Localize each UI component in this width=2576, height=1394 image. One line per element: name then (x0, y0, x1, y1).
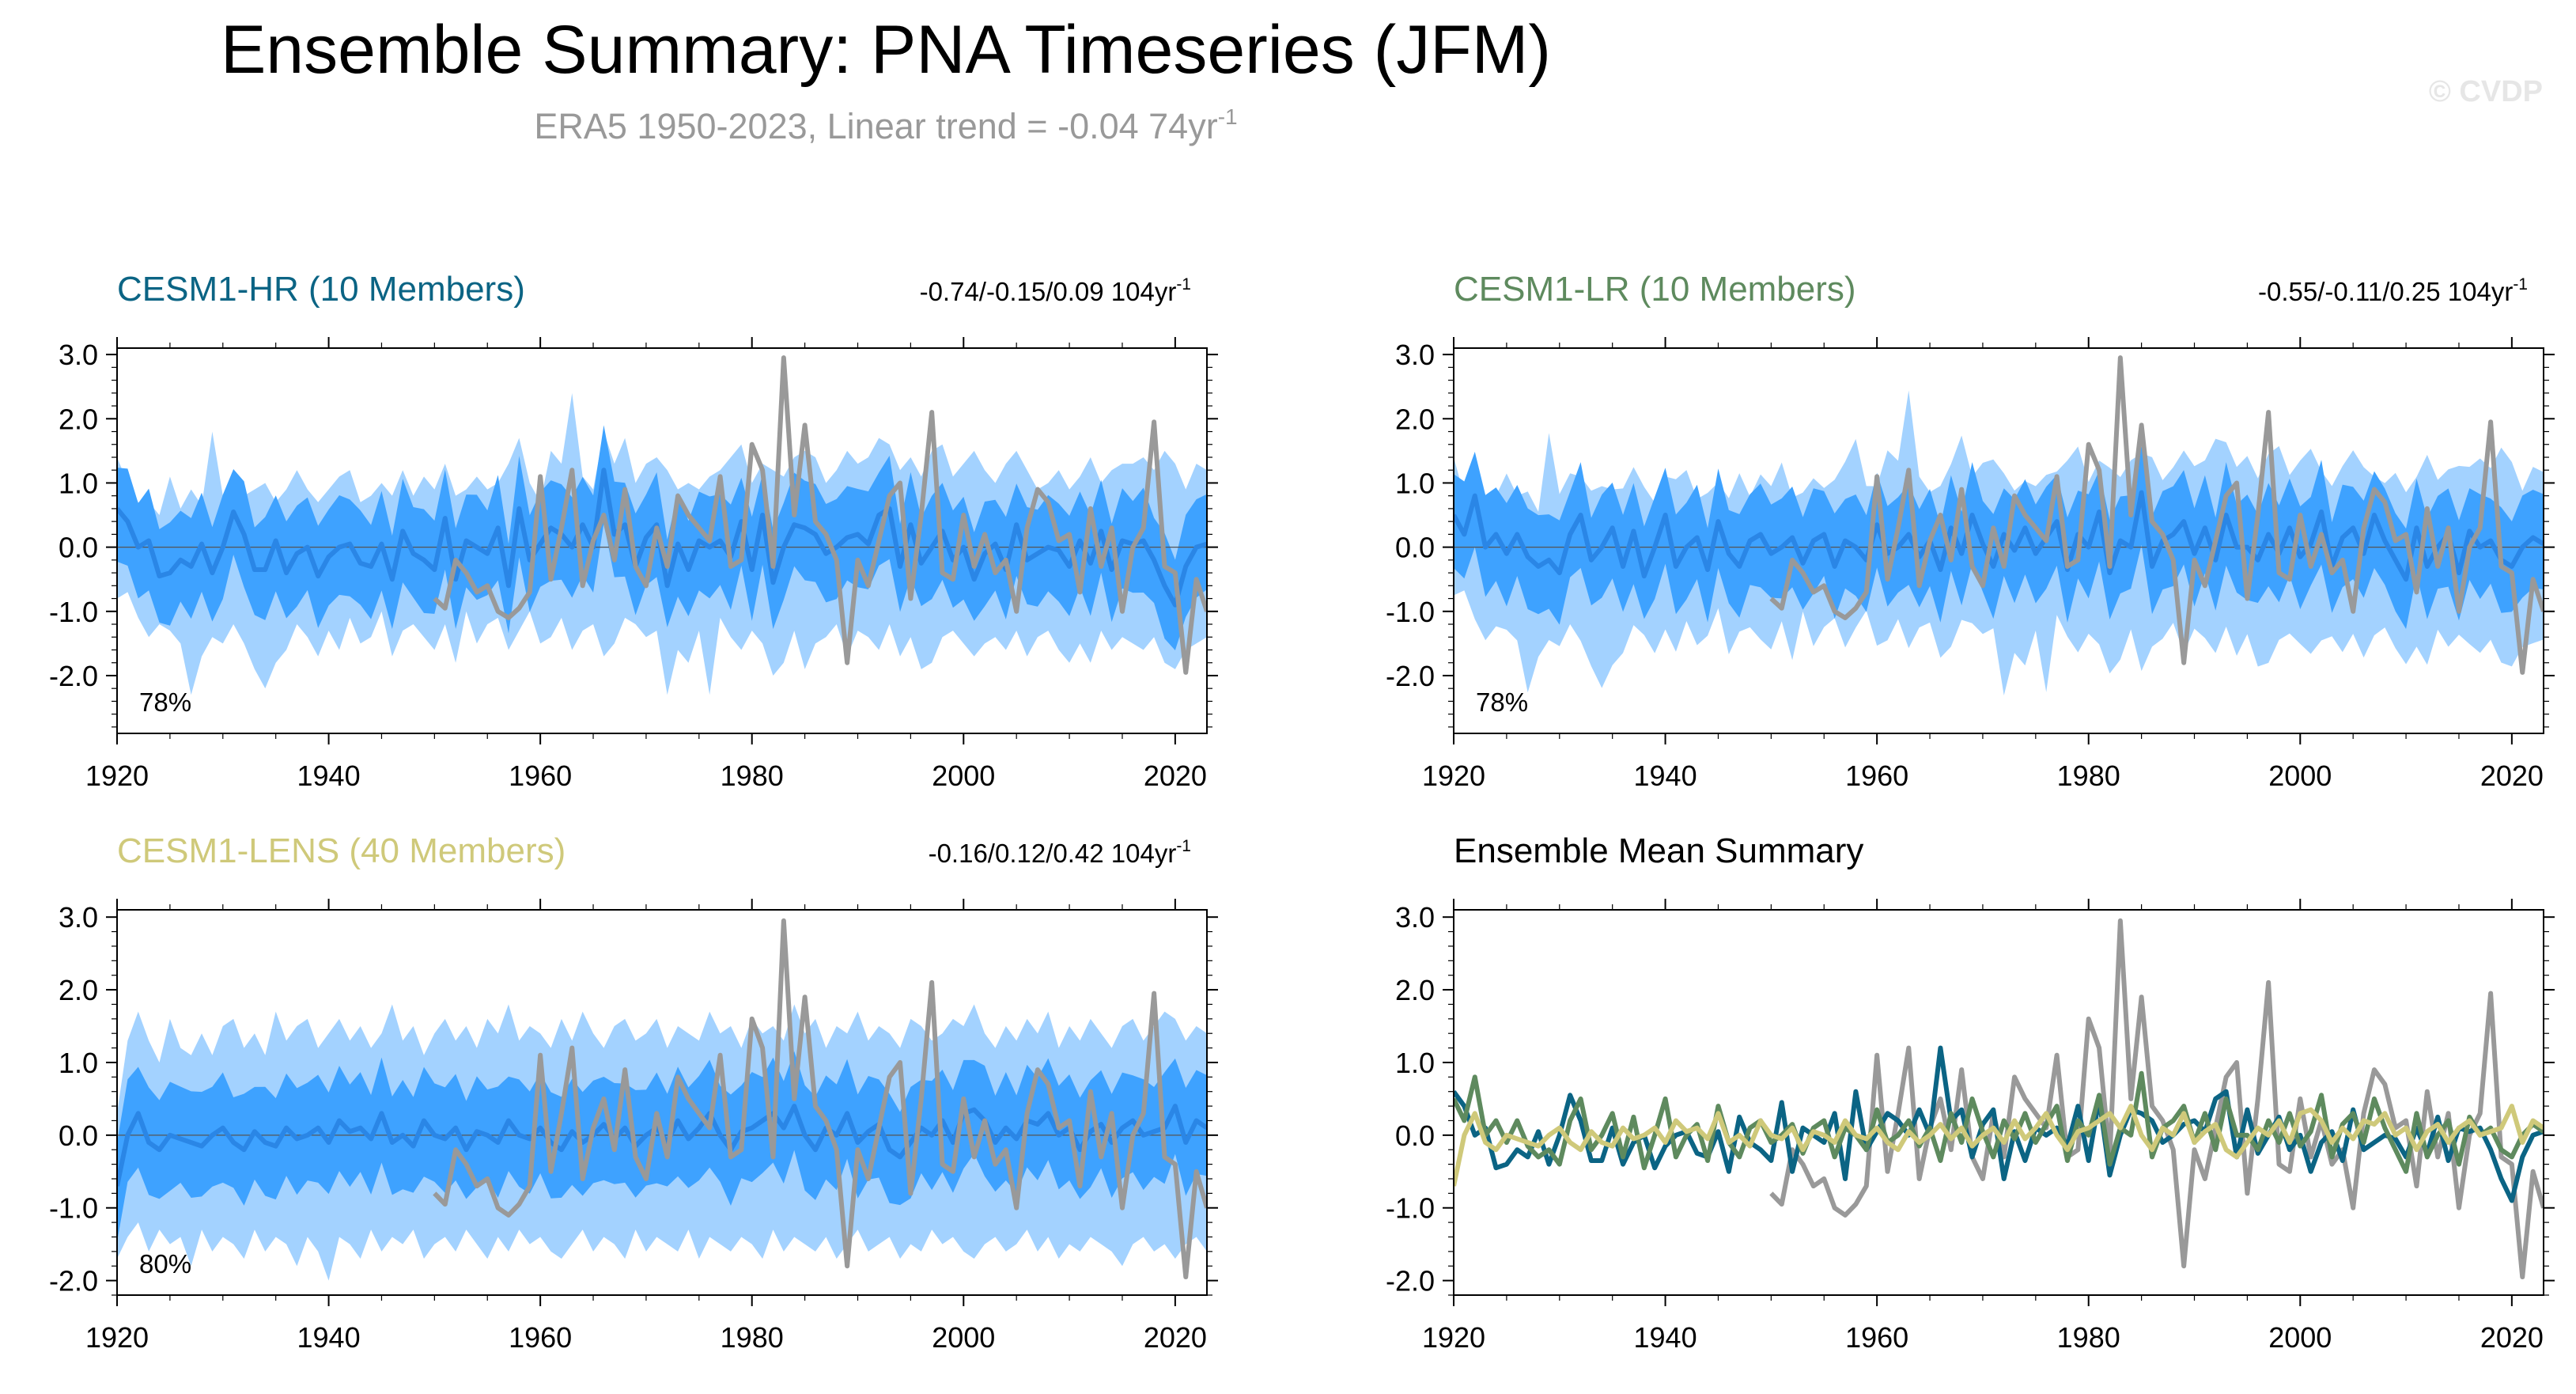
era5-observed-line (433, 918, 1207, 1280)
y-tick-label: -2.0 (49, 660, 98, 692)
x-tick-label: 1940 (1634, 760, 1697, 792)
x-tick-label: 2000 (932, 1321, 995, 1354)
y-tick-label: 1.0 (59, 467, 98, 499)
plot-area (1454, 355, 2544, 695)
x-tick-label: 1920 (85, 1321, 149, 1354)
era5-observed-line (433, 355, 1207, 675)
x-tick-label: 1940 (297, 760, 361, 792)
panel-title: Ensemble Mean Summary (1454, 831, 1863, 870)
plot-frame (1453, 909, 2544, 1296)
x-tick-label: 1960 (509, 760, 572, 792)
trend-label-superscript: -1 (1176, 837, 1191, 855)
figure-subtitle: ERA5 1950-2023, Linear trend = -0.04 74y… (534, 104, 1237, 146)
y-tick-label: 3.0 (59, 339, 98, 371)
plot-frame (116, 347, 1208, 734)
subtitle-superscript: -1 (1218, 104, 1238, 129)
trend-label-text: -0.16/0.12/0.42 104yr (929, 839, 1177, 868)
y-tick-label: 3.0 (1395, 901, 1435, 934)
y-tick-label: -1.0 (49, 1192, 98, 1225)
x-tick-label: 2020 (2480, 1321, 2544, 1354)
y-tick-label: -1.0 (1386, 1192, 1435, 1225)
y-tick-label: -1.0 (1386, 596, 1435, 628)
y-tick-label: 3.0 (1395, 339, 1435, 371)
y-tick-label: 2.0 (59, 974, 98, 1006)
y-tick-label: 2.0 (1395, 403, 1435, 435)
y-tick-label: -2.0 (1386, 660, 1435, 692)
y-tick-label: 3.0 (59, 901, 98, 934)
x-tick-label: 1940 (1634, 1321, 1697, 1354)
x-tick-label: 2020 (1144, 760, 1207, 792)
plot-frame (1453, 347, 2544, 734)
subtitle-text: ERA5 1950-2023, Linear trend = -0.04 74y… (534, 106, 1217, 146)
x-tick-label: 2000 (2268, 760, 2332, 792)
x-tick-label: 1960 (1845, 1321, 1908, 1354)
x-tick-label: 2000 (2268, 1321, 2332, 1354)
x-tick-label: 2020 (2480, 760, 2544, 792)
trend-label: -0.74/-0.15/0.09 104yr-1 (920, 275, 1191, 306)
panel-ensemble-mean-summary: Ensemble Mean Summary 3.0 2.0 1.0 0.0 -1.0 -2.… (1386, 831, 2555, 1354)
x-tick-label: 2020 (1144, 1321, 1207, 1354)
percent-label: 80% (139, 1249, 191, 1278)
trend-label-superscript: -1 (1176, 275, 1191, 294)
x-tick-label: 1960 (509, 1321, 572, 1354)
y-tick-label: -2.0 (49, 1265, 98, 1297)
ensemble-spread-inner-band (117, 1051, 1207, 1242)
y-tick-label: -1.0 (49, 596, 98, 628)
x-tick-label: 1920 (1422, 760, 1485, 792)
percent-label: 78% (1476, 688, 1528, 717)
ensemble-spread-inner-band (1454, 445, 2544, 629)
y-tick-label: 0.0 (1395, 532, 1435, 564)
x-tick-label: 1960 (1845, 760, 1908, 792)
trend-label: -0.16/0.12/0.42 104yr-1 (929, 837, 1191, 868)
x-tick-label: 2000 (932, 760, 995, 792)
panel-cesm1-lens: CESM1-LENS (40 Members) -0.16/0.12/0.42 1… (49, 831, 1218, 1354)
x-tick-label: 1980 (2057, 1321, 2120, 1354)
x-tick-label: 1980 (721, 760, 784, 792)
y-tick-label: 1.0 (59, 1047, 98, 1079)
x-tick-label: 1920 (1422, 1321, 1485, 1354)
y-tick-label: 0.0 (59, 532, 98, 564)
y-tick-label: 1.0 (1395, 467, 1435, 499)
panel-title: CESM1-LENS (40 Members) (117, 831, 566, 870)
panel-title: CESM1-LR (10 Members) (1454, 270, 1856, 309)
trend-label-superscript: -1 (2513, 275, 2528, 294)
figure-title: Ensemble Summary: PNA Timeseries (JFM) (221, 12, 1551, 88)
trend-label-text: -0.55/-0.11/0.25 104yr (2258, 277, 2513, 306)
ensemble-spread-inner-band (117, 425, 1207, 651)
panel-title: CESM1-HR (10 Members) (117, 270, 525, 309)
x-tick-label: 1980 (2057, 760, 2120, 792)
plot-area (117, 355, 1207, 695)
era5-observed-line (1769, 918, 2544, 1280)
trend-label-text: -0.74/-0.15/0.09 104yr (920, 277, 1177, 306)
watermark: © CVDP (2429, 75, 2543, 108)
y-tick-label: 0.0 (1395, 1119, 1435, 1152)
cesm1-lens-mean-line (1454, 1104, 2544, 1187)
plot-area (117, 918, 1207, 1281)
x-tick-label: 1920 (85, 760, 149, 792)
x-tick-label: 1940 (297, 1321, 361, 1354)
era5-observed-line (1769, 355, 2544, 675)
x-tick-label: 1980 (721, 1321, 784, 1354)
plot-frame (116, 909, 1208, 1296)
y-tick-label: 2.0 (1395, 974, 1435, 1006)
percent-label: 78% (139, 688, 191, 717)
y-tick-label: 1.0 (1395, 1047, 1435, 1079)
y-tick-label: -2.0 (1386, 1265, 1435, 1297)
y-tick-label: 0.0 (59, 1119, 98, 1152)
panel-cesm1-lr: CESM1-LR (10 Members) -0.55/-0.11/0.25 10… (1386, 270, 2555, 792)
y-tick-label: 2.0 (59, 403, 98, 435)
panel-cesm1-hr: CESM1-HR (10 Members) -0.74/-0.15/0.09 10… (49, 270, 1218, 792)
plot-area (1454, 918, 2544, 1280)
trend-label: -0.55/-0.11/0.25 104yr-1 (2258, 275, 2528, 306)
